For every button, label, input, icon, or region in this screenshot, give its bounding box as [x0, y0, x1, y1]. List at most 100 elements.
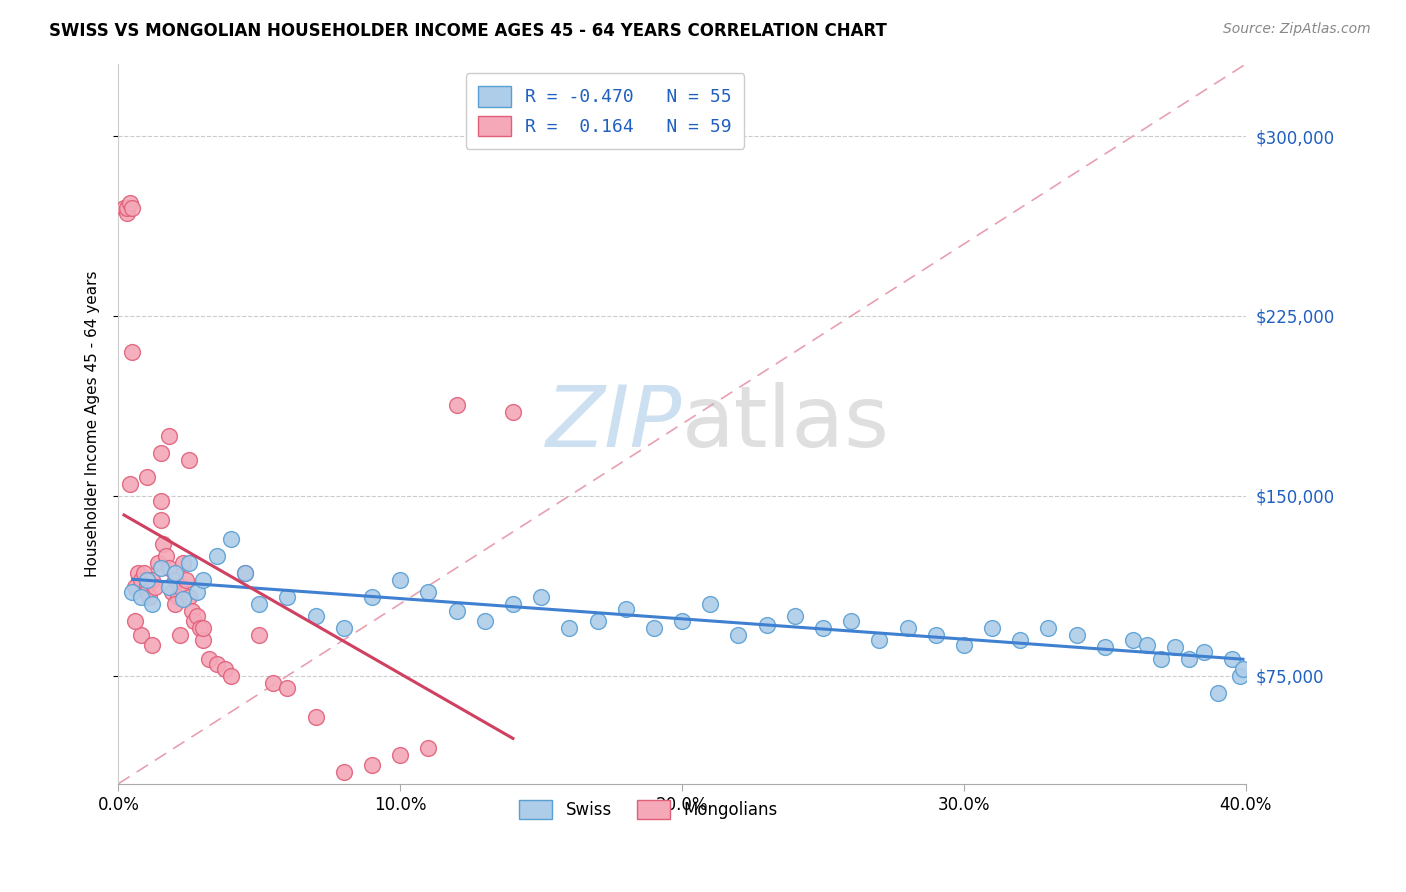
Point [166, 590, 188, 604]
Point [981, 621, 1004, 635]
Point [135, 573, 157, 587]
Point [118, 196, 141, 211]
Point [205, 657, 228, 671]
Point [112, 201, 135, 215]
Point [118, 476, 141, 491]
Point [149, 561, 172, 575]
Y-axis label: Householder Income Ages 45 - 64 years: Householder Income Ages 45 - 64 years [86, 270, 100, 577]
Point [305, 608, 328, 623]
Point [157, 429, 180, 443]
Point [262, 676, 284, 690]
Point [124, 580, 146, 594]
Point [953, 638, 976, 652]
Point [1192, 645, 1215, 659]
Point [219, 669, 242, 683]
Point [172, 592, 194, 607]
Point [172, 556, 194, 570]
Point [699, 597, 721, 611]
Point [839, 614, 862, 628]
Point [1220, 652, 1243, 666]
Point [163, 573, 186, 587]
Point [233, 566, 256, 580]
Point [727, 628, 749, 642]
Point [135, 469, 157, 483]
Point [174, 573, 197, 587]
Point [643, 621, 665, 635]
Point [180, 604, 202, 618]
Point [141, 638, 163, 652]
Point [183, 614, 205, 628]
Point [586, 614, 609, 628]
Point [1178, 652, 1201, 666]
Point [219, 532, 242, 546]
Point [143, 580, 166, 594]
Point [1164, 640, 1187, 654]
Point [149, 493, 172, 508]
Text: atlas: atlas [682, 383, 890, 466]
Point [530, 590, 553, 604]
Point [1094, 640, 1116, 654]
Point [811, 621, 834, 635]
Point [389, 573, 412, 587]
Point [276, 590, 298, 604]
Point [1038, 621, 1060, 635]
Text: ZIP: ZIP [546, 383, 682, 466]
Point [121, 201, 143, 215]
Point [205, 549, 228, 563]
Point [333, 621, 356, 635]
Point [671, 614, 693, 628]
Point [186, 608, 208, 623]
Point [177, 453, 200, 467]
Legend: Swiss, Mongolians: Swiss, Mongolians [512, 793, 785, 826]
Point [233, 566, 256, 580]
Point [152, 537, 174, 551]
Point [446, 398, 468, 412]
Point [163, 597, 186, 611]
Point [127, 566, 149, 580]
Point [247, 597, 270, 611]
Point [783, 608, 806, 623]
Point [163, 566, 186, 580]
Point [1010, 632, 1032, 647]
Point [247, 628, 270, 642]
Point [333, 764, 356, 779]
Point [1136, 638, 1159, 652]
Point [1066, 628, 1088, 642]
Point [614, 601, 637, 615]
Point [124, 614, 146, 628]
Point [115, 201, 138, 215]
Point [129, 628, 152, 642]
Point [141, 573, 163, 587]
Point [361, 590, 384, 604]
Text: Source: ZipAtlas.com: Source: ZipAtlas.com [1223, 22, 1371, 37]
Point [155, 549, 177, 563]
Point [177, 556, 200, 570]
Point [925, 628, 948, 642]
Point [446, 604, 468, 618]
Point [191, 632, 214, 647]
Point [1150, 652, 1173, 666]
Point [141, 597, 163, 611]
Point [177, 590, 200, 604]
Point [169, 628, 191, 642]
Point [305, 709, 328, 723]
Point [755, 618, 778, 632]
Point [502, 597, 524, 611]
Point [121, 345, 143, 359]
Point [149, 513, 172, 527]
Point [418, 584, 440, 599]
Point [1229, 669, 1251, 683]
Point [115, 206, 138, 220]
Point [146, 556, 169, 570]
Point [121, 584, 143, 599]
Point [474, 614, 496, 628]
Point [129, 590, 152, 604]
Point [157, 580, 180, 594]
Point [132, 566, 155, 580]
Point [169, 580, 191, 594]
Point [558, 621, 581, 635]
Point [197, 652, 219, 666]
Text: SWISS VS MONGOLIAN HOUSEHOLDER INCOME AGES 45 - 64 YEARS CORRELATION CHART: SWISS VS MONGOLIAN HOUSEHOLDER INCOME AG… [49, 22, 887, 40]
Point [868, 632, 890, 647]
Point [1122, 632, 1144, 647]
